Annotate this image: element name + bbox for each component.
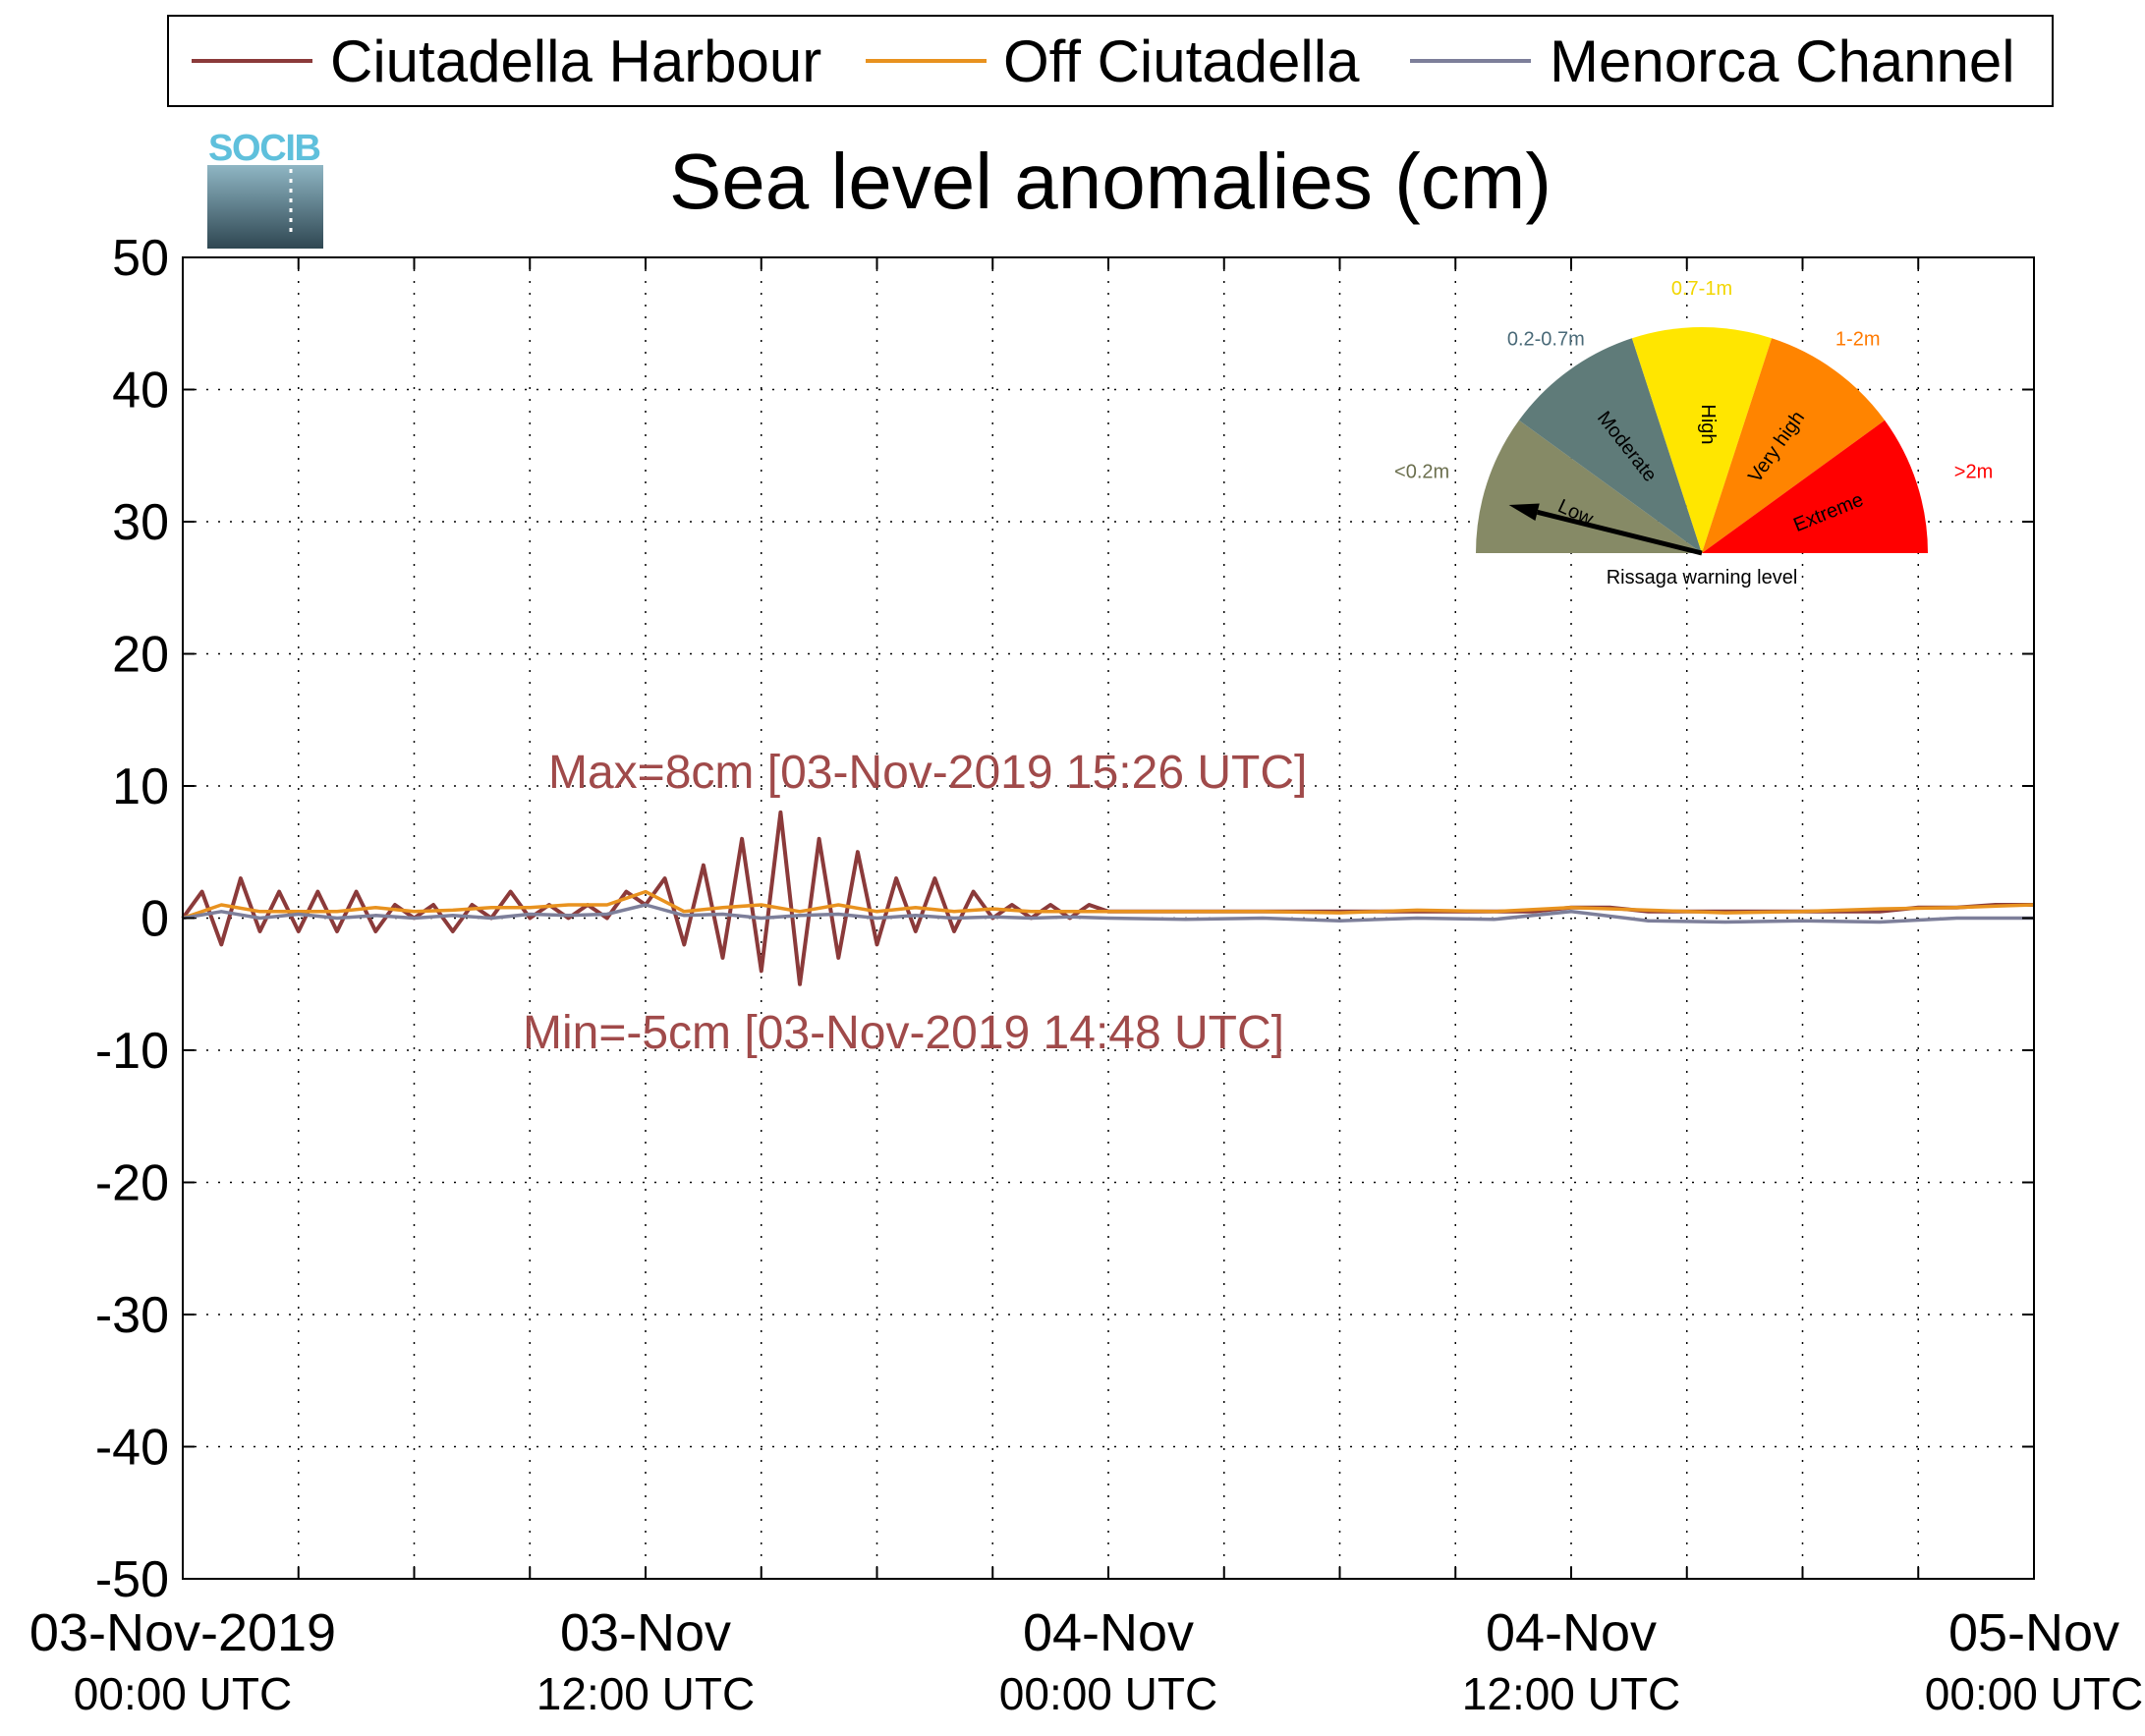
x-tick-label-time: 00:00 UTC: [999, 1668, 1217, 1719]
gauge-pointer-head: [1508, 503, 1540, 521]
y-tick-label: -20: [95, 1155, 169, 1212]
socib-logo: SOCIB: [207, 128, 323, 249]
min-annotation: Min=-5cm [03-Nov-2019 14:48 UTC]: [523, 1007, 1284, 1059]
gauge-range-high: 0.7-1m: [1671, 278, 1732, 300]
axis-ticks: [182, 256, 2035, 1580]
max-annotation: Max=8cm [03-Nov-2019 15:26 UTC]: [548, 747, 1307, 799]
gauge-range-low: <0.2m: [1394, 462, 1449, 483]
y-tick-label: 50: [112, 230, 169, 287]
y-tick-label: -40: [95, 1420, 169, 1477]
legend-label-ciutadella-harbour: Ciutadella Harbour: [330, 28, 821, 94]
x-tick-label-date: 03-Nov-2019: [29, 1603, 336, 1662]
chart-title: Sea level anomalies (cm): [669, 138, 1552, 225]
gauge-segment-high: [1631, 327, 1773, 553]
series-line-menorca-channel: [182, 903, 2034, 924]
logo-wave-block: [207, 165, 323, 249]
gauge-segment-extreme: [1702, 420, 1928, 553]
gauge-segment-moderate: [1518, 338, 1702, 553]
gauge-range-moderate: 0.2-0.7m: [1507, 329, 1585, 351]
logo-text: SOCIB: [208, 128, 321, 169]
gauge-segment-very-high: [1702, 338, 1886, 553]
y-tick-label: 40: [112, 363, 169, 420]
y-tick-label: 10: [112, 758, 169, 815]
gauge-caption: Rissaga warning level: [1607, 567, 1798, 588]
rissaga-gauge: Low Moderate High Very high Extreme <0.2…: [1394, 278, 1993, 588]
x-tick-label-date: 04-Nov: [1486, 1603, 1657, 1662]
series-line-off-ciutadella: [182, 889, 2035, 921]
x-tick-label-time: 00:00 UTC: [1925, 1668, 2143, 1719]
x-tick-label-date: 04-Nov: [1023, 1603, 1194, 1662]
gauge-range-extreme: >2m: [1954, 462, 1993, 483]
series-lines: [181, 810, 2035, 986]
legend-box: [167, 15, 2054, 107]
gauge-range-very-high: 1-2m: [1835, 329, 1881, 351]
y-tick-label: 20: [112, 627, 169, 684]
legend: Ciutadella Harbour Off Ciutadella Menorc…: [167, 15, 2054, 107]
x-tick-label-date: 05-Nov: [1948, 1603, 2119, 1662]
legend-label-menorca-channel: Menorca Channel: [1550, 28, 2015, 94]
gauge-pointer-arrow: [1536, 509, 1703, 556]
x-tick-label-date: 03-Nov: [560, 1603, 731, 1662]
y-tick-label: 0: [141, 891, 169, 948]
x-tick-label-time: 12:00 UTC: [1462, 1668, 1680, 1719]
legend-label-off-ciutadella: Off Ciutadella: [1003, 28, 1360, 94]
x-axis-labels: 03-Nov-2019 00:00 UTC 03-Nov 12:00 UTC 04-No…: [29, 1603, 2143, 1719]
y-tick-label: 30: [112, 494, 169, 551]
x-tick-label-time: 12:00 UTC: [536, 1668, 755, 1719]
y-tick-label: -10: [95, 1023, 169, 1080]
gauge-label-high: High: [1697, 404, 1719, 444]
y-axis-labels: 50 40 30 20 10 0 -10 -20 -30 -40 -50: [95, 230, 169, 1608]
x-tick-label-time: 00:00 UTC: [74, 1668, 292, 1719]
y-tick-label: -30: [95, 1287, 169, 1344]
y-tick-label: -50: [95, 1551, 169, 1608]
gauge-segment-low: [1476, 420, 1702, 553]
